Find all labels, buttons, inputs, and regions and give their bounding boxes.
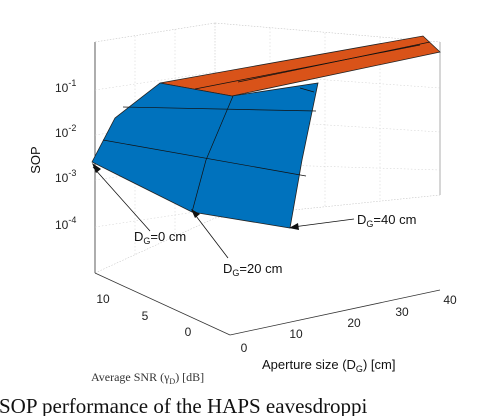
- annotation-40cm-post: =40 cm: [373, 212, 416, 227]
- z-axis-ticks: 10-1 10-2 10-3 10-4: [55, 78, 76, 232]
- z-tick-3-exp: -4: [68, 215, 76, 225]
- x-tick-40: 40: [443, 293, 457, 307]
- y-axis-label: Average SNR (γD) [dB]: [91, 370, 204, 386]
- z-tick-3-base: 10: [55, 218, 69, 232]
- annotation-40cm: DG=40 cm: [289, 212, 416, 230]
- annotation-0cm: DG=0 cm: [92, 163, 186, 246]
- y-axis-ticks: 10 5 0: [96, 292, 191, 339]
- z-tick-0-base: 10: [55, 81, 69, 95]
- annotation-40cm-pre: D: [357, 212, 366, 227]
- annotation-20cm-pre: D: [223, 261, 232, 276]
- svg-text:DG=40 cm: DG=40 cm: [357, 212, 416, 229]
- annotation-0cm-post: =0 cm: [150, 229, 186, 244]
- z-tick-1: 10-2: [55, 123, 76, 140]
- z-tick-3: 10-4: [55, 215, 76, 232]
- z-tick-1-exp: -2: [68, 123, 76, 133]
- surface-blue-region: [91, 82, 319, 229]
- x-tick-0: 0: [241, 341, 248, 355]
- z-tick-1-base: 10: [55, 126, 69, 140]
- x-axis-ticks: 0 10 20 30 40: [241, 293, 457, 355]
- svg-text:10-4: 10-4: [55, 215, 76, 232]
- svg-text:10-1: 10-1: [55, 78, 76, 95]
- x-axis-label-sub: G: [356, 364, 363, 374]
- z-axis-label: SOP: [28, 146, 43, 173]
- y-axis-label-end: ) [dB]: [175, 370, 204, 384]
- x-axis-label: Aperture size (DG) [cm]: [262, 357, 395, 374]
- x-tick-20: 20: [347, 316, 361, 330]
- annotation-0cm-sub: G: [143, 236, 150, 246]
- y-axis-label-sub: D: [169, 377, 175, 386]
- y-tick-10: 10: [96, 292, 110, 306]
- annotation-20cm-post: =20 cm: [239, 261, 282, 276]
- svg-text:DG=0 cm: DG=0 cm: [134, 229, 186, 246]
- svg-text:10-3: 10-3: [55, 168, 76, 185]
- x-axis-label-end: ) [cm]: [363, 357, 396, 372]
- svg-text:DG=20 cm: DG=20 cm: [223, 261, 282, 278]
- x-tick-10: 10: [289, 327, 303, 341]
- z-tick-2-exp: -3: [68, 168, 76, 178]
- y-axis-label-main: Average SNR (γ: [91, 370, 170, 384]
- y-tick-5: 5: [142, 309, 149, 323]
- y-tick-0: 0: [185, 325, 192, 339]
- annotation-20cm: DG=20 cm: [191, 209, 282, 278]
- annotation-40cm-sub: G: [366, 219, 373, 229]
- z-tick-2: 10-3: [55, 168, 76, 185]
- svg-text:10-2: 10-2: [55, 123, 76, 140]
- x-axis-label-main: Aperture size (D: [262, 357, 356, 372]
- annotation-20cm-sub: G: [232, 268, 239, 278]
- sop-surface: [91, 35, 441, 229]
- x-tick-30: 30: [395, 305, 409, 319]
- z-tick-0-exp: -1: [68, 78, 76, 88]
- annotation-0cm-pre: D: [134, 229, 143, 244]
- figure-caption: SOP performance of the HAPS eavesdroppi: [0, 394, 368, 416]
- z-tick-2-base: 10: [55, 171, 69, 185]
- z-tick-0: 10-1: [55, 78, 76, 95]
